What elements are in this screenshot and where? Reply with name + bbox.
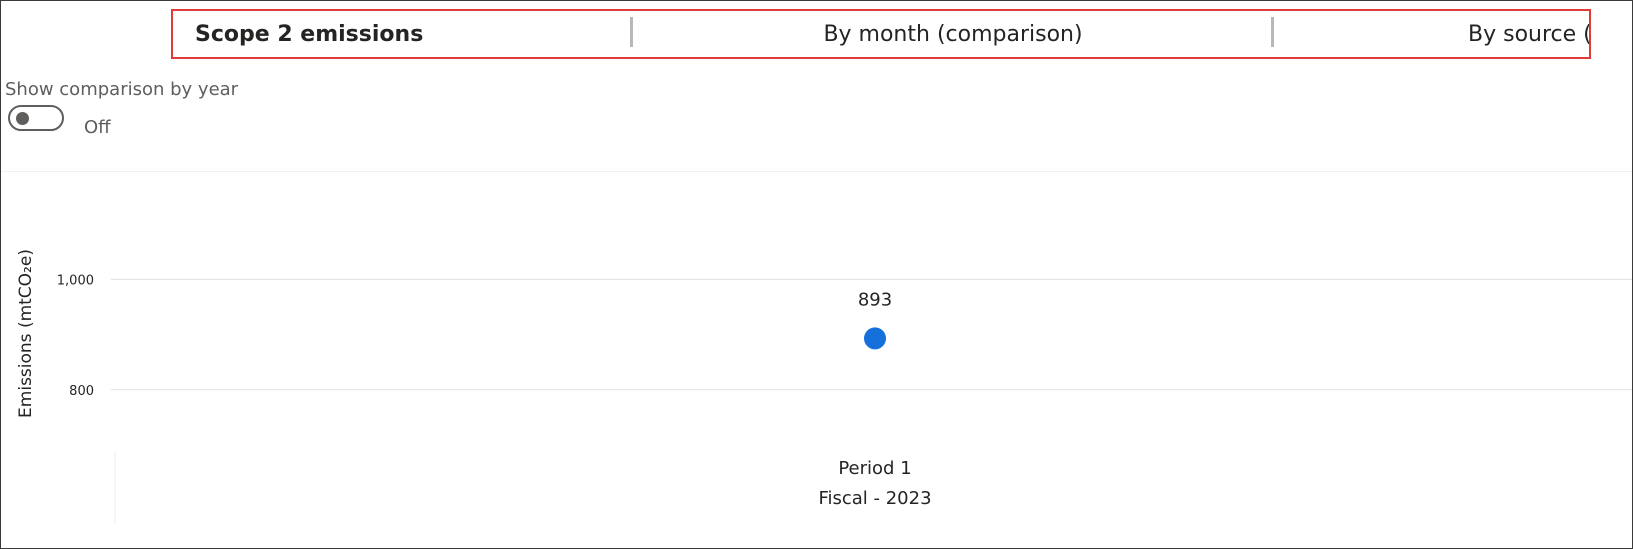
y-tick-label: 800 xyxy=(69,384,94,399)
comparison-toggle-switch[interactable] xyxy=(8,105,64,131)
tab-by-source[interactable]: By source (line xyxy=(1468,21,1591,47)
tab-by-month-comparison[interactable]: By month (comparison) xyxy=(823,21,1083,47)
toggle-knob xyxy=(16,112,29,125)
tab-bar: Scope 2 emissions By month (comparison) … xyxy=(171,9,1591,59)
y-tick-label: 1,000 xyxy=(57,273,94,288)
y-axis-title: Emissions (mtCO₂e) xyxy=(16,249,36,418)
tab-separator xyxy=(630,17,633,47)
toggle-state-text: Off xyxy=(84,117,111,138)
data-point xyxy=(864,327,886,350)
section-divider xyxy=(1,171,1632,172)
data-label: 893 xyxy=(858,289,892,310)
tab-separator xyxy=(1271,17,1274,47)
toggle-label: Show comparison by year xyxy=(5,79,239,100)
tab-scope-2-emissions[interactable]: Scope 2 emissions xyxy=(195,21,424,47)
x-category-sublabel: Fiscal - 2023 xyxy=(818,488,931,509)
x-category-label: Period 1 xyxy=(838,458,911,479)
